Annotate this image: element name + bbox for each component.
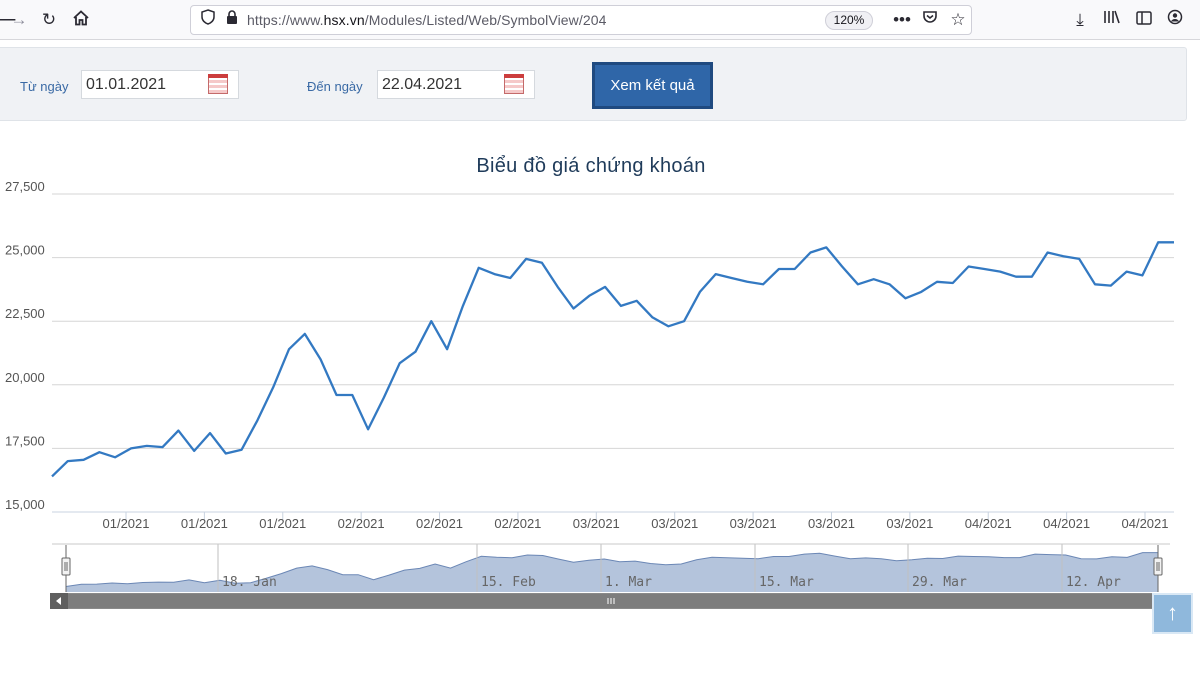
more-icon[interactable]: ••• [893, 10, 911, 29]
x-tick-label: 04/2021 [965, 516, 1012, 531]
x-axis-ticks: 01/2021 01/2021 01/2021 02/2021 02/2021 02/20… [52, 511, 1174, 531]
download-icon[interactable]: ⤓ [1076, 10, 1084, 29]
y-tick-label: 27,500 [5, 179, 45, 194]
from-date-label: Từ ngày [20, 79, 69, 94]
navigator-handle-left[interactable] [61, 545, 71, 592]
browser-toolbar: ⟵ → ↻ https://www.hsx.vn/Modules/Listed/… [0, 0, 1200, 40]
to-date-value: 22.04.2021 [382, 76, 463, 93]
y-tick-label: 22,500 [5, 306, 45, 321]
x-tick-label: 03/2021 [808, 516, 855, 531]
calendar-icon[interactable] [504, 74, 524, 94]
chevron-left-icon [56, 597, 61, 605]
url-text[interactable]: https://www.hsx.vn/Modules/Listed/Web/Sy… [247, 12, 607, 28]
sidebar-icon[interactable] [1133, 9, 1155, 31]
navigator-label: 29. Mar [912, 575, 967, 590]
bookmark-star-icon[interactable]: ☆ [950, 10, 966, 29]
navigator-line [65, 552, 1158, 587]
y-axis-ticks: 27,500 25,000 22,500 20,000 17,500 15,000 [5, 179, 45, 512]
x-tick-label: 01/2021 [259, 516, 306, 531]
navigator-label: 12. Apr [1066, 575, 1121, 590]
scroll-to-top-button[interactable]: ↑ [1152, 593, 1193, 634]
forward-icon[interactable]: → [10, 10, 28, 29]
x-tick-label: 03/2021 [886, 516, 933, 531]
reload-icon[interactable]: ↻ [41, 10, 57, 29]
date-filter-panel: Từ ngày 01.01.2021 Đến ngày 22.04.2021 X… [0, 47, 1187, 121]
library-icon[interactable] [1101, 9, 1123, 31]
navigator-label: 18. Jan [222, 575, 277, 590]
from-date-input[interactable]: 01.01.2021 [81, 70, 239, 99]
x-tick-label: 03/2021 [730, 516, 777, 531]
to-date-label: Đến ngày [307, 79, 363, 94]
grip-icon [607, 598, 615, 604]
to-date-input[interactable]: 22.04.2021 [377, 70, 535, 99]
view-results-button[interactable]: Xem kết quả [592, 62, 713, 109]
navigator-area [66, 552, 1158, 592]
y-tick-label: 25,000 [5, 243, 45, 258]
x-tick-label: 02/2021 [416, 516, 463, 531]
shield-icon[interactable] [197, 9, 219, 31]
x-tick-label: 03/2021 [651, 516, 698, 531]
address-bar[interactable]: https://www.hsx.vn/Modules/Listed/Web/Sy… [190, 5, 972, 35]
arrow-up-icon: ↑ [1167, 600, 1178, 625]
navigator-labels: 18. Jan 15. Feb 1. Mar 15. Mar 29. Mar 12. Ap… [217, 544, 1121, 592]
y-tick-label: 20,000 [5, 370, 45, 385]
y-tick-label: 17,500 [5, 433, 45, 448]
x-tick-label: 03/2021 [573, 516, 620, 531]
chart-title: Biểu đồ giá chứng khoán [476, 155, 706, 177]
navigator-label: 15. Mar [759, 575, 814, 590]
zoom-indicator[interactable]: 120% [825, 11, 873, 30]
x-tick-label: 02/2021 [338, 516, 385, 531]
home-icon[interactable] [70, 9, 92, 31]
y-tick-label: 15,000 [5, 497, 45, 512]
calendar-icon[interactable] [208, 74, 228, 94]
x-tick-label: 01/2021 [103, 516, 150, 531]
pocket-icon[interactable] [919, 9, 941, 31]
navigator[interactable]: 18. Jan 15. Feb 1. Mar 15. Mar 29. Mar 12. Ap… [50, 543, 1170, 609]
grid-lines [52, 193, 1174, 513]
price-line [51, 241, 1174, 478]
x-tick-label: 04/2021 [1043, 516, 1090, 531]
lock-icon[interactable] [221, 9, 243, 31]
x-tick-label: 04/2021 [1122, 516, 1169, 531]
navigator-scrollbar-thumb[interactable] [68, 594, 1158, 608]
navigator-handle-right[interactable] [1153, 545, 1163, 592]
navigator-label: 1. Mar [605, 575, 652, 590]
from-date-value: 01.01.2021 [86, 76, 167, 93]
x-tick-label: 01/2021 [181, 516, 228, 531]
navigator-label: 15. Feb [481, 575, 536, 590]
back-icon[interactable]: ⟵ [0, 10, 17, 29]
account-icon[interactable] [1164, 9, 1186, 31]
x-tick-label: 02/2021 [494, 516, 541, 531]
